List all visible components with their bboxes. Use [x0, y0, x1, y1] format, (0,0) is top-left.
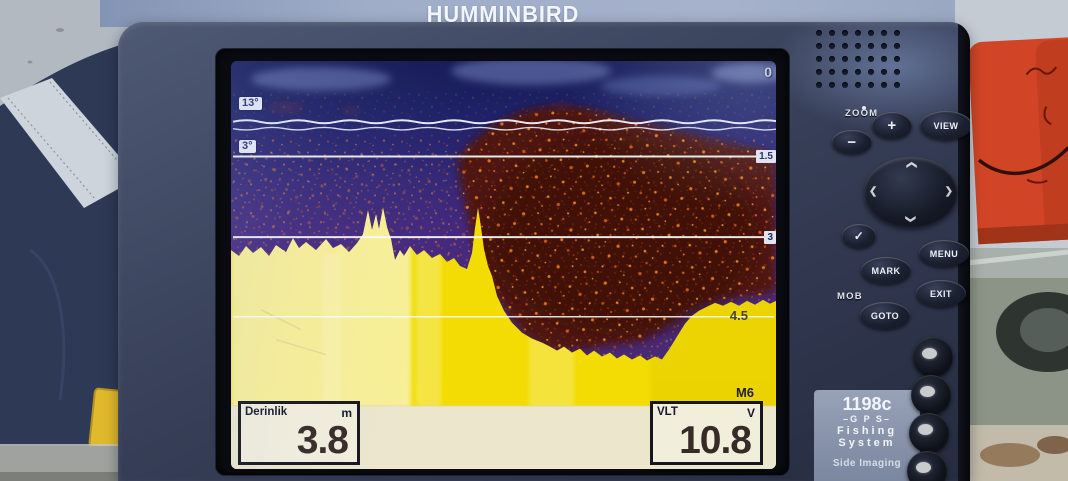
depth-unit: m [341, 406, 352, 420]
speaker-grille-icon [816, 30, 900, 88]
zoom-label: ZOOM [845, 108, 879, 119]
model-gps-line: –G P S– [843, 414, 891, 424]
sonar-display [231, 61, 776, 469]
mob-label: MOB [837, 291, 863, 302]
mark-button[interactable]: MARK [861, 257, 911, 284]
depth-readout: Derinlik m 3.8 [238, 401, 360, 465]
depth-value: 3.8 [296, 419, 349, 462]
button-highlight [916, 462, 931, 473]
model-number: 1198c [842, 394, 892, 414]
fishfinder-device: 13° 3° 0 1.5 3 4.5 M6 Derinlik m 3.8 VLT [118, 22, 970, 481]
button-highlight [920, 386, 935, 397]
model-fishing-line: Fishing [836, 425, 898, 437]
button-highlight [918, 424, 933, 435]
check-enter-button[interactable]: ✓ [842, 224, 876, 248]
depth-label: Derinlik [245, 406, 288, 418]
model-system-line: System [838, 437, 896, 449]
dark-tube [996, 292, 1068, 372]
voltage-label: VLT [657, 406, 678, 418]
dpad-right-icon: ❯ [944, 186, 953, 197]
metal-rail [957, 249, 1068, 267]
reflective-stripe [0, 78, 138, 208]
dpad-left-icon: ❮ [869, 186, 878, 197]
side-button-4[interactable] [907, 451, 947, 481]
side-button-3[interactable] [909, 413, 949, 453]
button-highlight [922, 348, 937, 359]
side-button-2[interactable] [911, 375, 951, 415]
voltage-readout: VLT V 10.8 [650, 401, 763, 465]
depth-scale-4-5: 4.5 [729, 308, 748, 323]
side-imaging-label: Side Imaging [832, 458, 902, 469]
side-button-1[interactable] [913, 337, 953, 377]
view-button[interactable]: VIEW [920, 111, 970, 140]
goto-button[interactable]: GOTO [860, 302, 910, 329]
depth-scale-1-5: 1.5 [756, 150, 776, 163]
exit-button[interactable]: EXIT [916, 280, 966, 307]
voltage-unit: V [746, 406, 755, 420]
sonar-screen: 13° 3° 0 1.5 3 4.5 M6 Derinlik m 3.8 VLT [231, 61, 776, 469]
dpad-up-icon: ❮ [906, 160, 918, 170]
voltage-value: 10.8 [679, 419, 752, 462]
fuel-tank [968, 36, 1068, 245]
depth-scale-0: 0 [764, 64, 772, 80]
zoom-out-button[interactable]: − [832, 130, 872, 154]
model-badge: 1198c –G P S– Fishing System Side Imagin… [814, 390, 920, 481]
dpad-down-icon: ❮ [905, 214, 917, 224]
surface-line [232, 119, 776, 131]
screen-frame: 13° 3° 0 1.5 3 4.5 M6 Derinlik m 3.8 VLT [215, 48, 790, 476]
secondary-badge: 3° [239, 140, 256, 153]
paint-speck [862, 106, 866, 110]
fish-school-cloud [458, 106, 776, 351]
dpad[interactable]: ❮ ❯ ❮ ❮ [864, 157, 958, 227]
depth-range-label: M6 [735, 385, 754, 400]
temperature-badge: 13° [239, 97, 262, 110]
depth-scale-3: 3 [764, 231, 776, 244]
menu-button[interactable]: MENU [919, 240, 969, 267]
zoom-in-button[interactable]: + [872, 112, 912, 139]
